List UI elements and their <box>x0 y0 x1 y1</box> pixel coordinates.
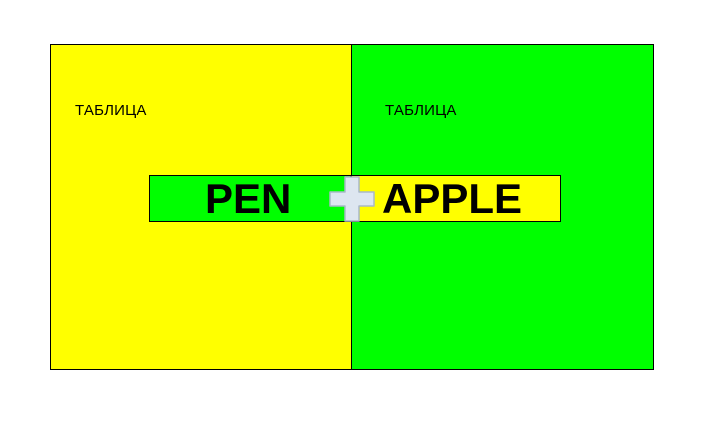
right-panel-label: ТАБЛИЦА <box>385 102 457 119</box>
plus-icon <box>329 176 375 222</box>
pen-band: PEN <box>149 175 351 222</box>
left-panel-label: ТАБЛИЦА <box>75 102 147 119</box>
apple-text: APPLE <box>382 174 523 222</box>
apple-band: APPLE <box>351 175 561 222</box>
pen-text: PEN <box>205 174 292 222</box>
plus-shape <box>329 176 375 222</box>
